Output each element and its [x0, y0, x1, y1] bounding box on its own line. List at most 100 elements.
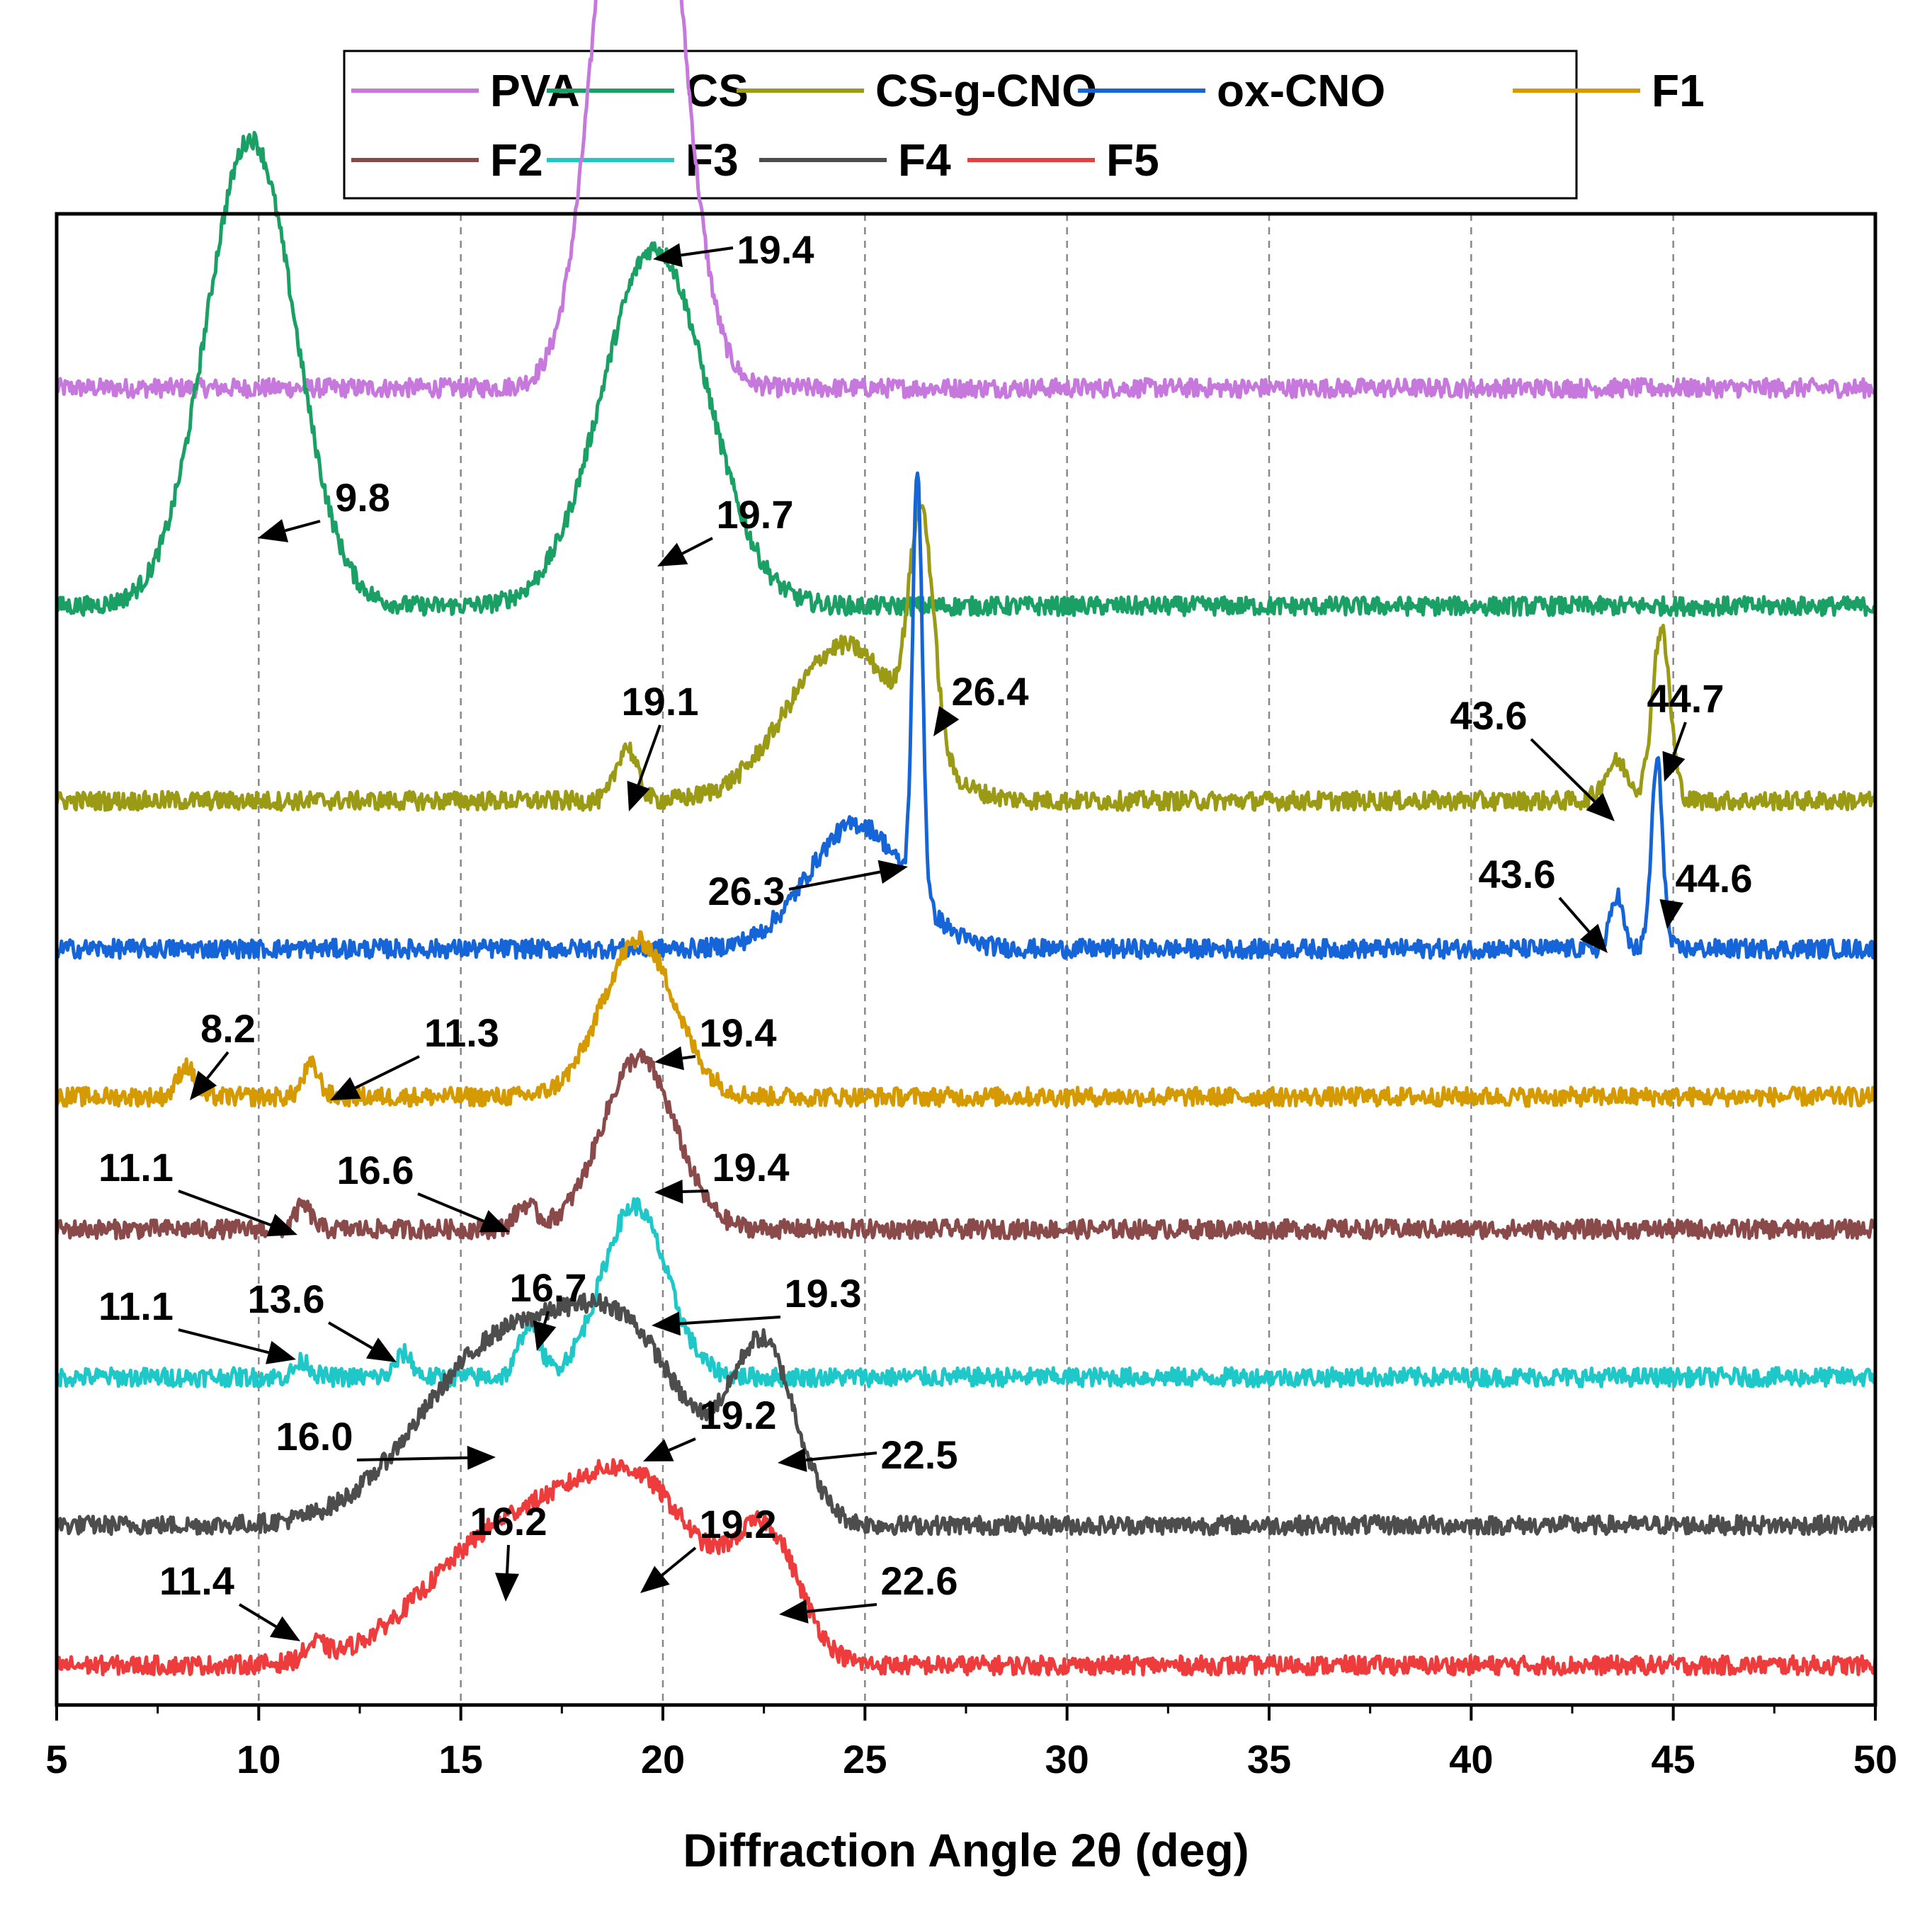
annotation-arrow-head: [877, 860, 908, 884]
annotation-arrow-line: [285, 520, 321, 532]
legend-label-f4: F4: [898, 135, 951, 186]
annotation-arrow-head: [258, 519, 289, 542]
annotation-arrow-line: [238, 1603, 277, 1629]
annotation-arrow-line: [805, 1452, 877, 1462]
trace-f2: [55, 1048, 1877, 1241]
x-tick-label: 30: [1045, 1737, 1089, 1781]
annotation-label: 19.4: [700, 1010, 777, 1055]
annotation-arrow-head: [1579, 923, 1608, 953]
annotation-label: 44.7: [1647, 676, 1724, 721]
annotation-label: 16.6: [337, 1148, 414, 1192]
x-axis-label: Diffraction Angle 2θ (deg): [683, 1824, 1249, 1876]
annotation-label: 19.2: [700, 1502, 777, 1546]
annotation-arrow-line: [417, 1192, 484, 1223]
annotation-arrow-head: [495, 1573, 519, 1602]
peak-annotations: 19.4 9.8 19.7 19.1 26.4 43.6 44.7 26.3 43.6 44.6 8…: [98, 227, 1753, 1641]
annotation-label: 19.7: [717, 492, 794, 537]
annotation-arrow-head: [640, 1566, 670, 1593]
annotation-arrow-line: [543, 1311, 550, 1325]
annotation-label: 16.7: [510, 1265, 587, 1310]
annotation-arrow-head: [1659, 899, 1684, 929]
trace-cs-g-cno: [55, 496, 1877, 812]
x-axis: 5 10 15 20 25 30 35 40 45 50: [45, 1705, 1897, 1781]
annotation-arrow-line: [1530, 738, 1596, 803]
trace-cs: [55, 130, 1877, 617]
annotation-arrow-head: [479, 1209, 510, 1233]
x-tick-label: 35: [1247, 1737, 1291, 1781]
legend-label-f2: F2: [490, 135, 543, 186]
x-tick-label: 45: [1652, 1737, 1695, 1781]
annotation-arrow-head: [190, 1071, 217, 1100]
legend-label-ox-cno: ox-CNO: [1217, 65, 1385, 116]
annotation-arrow-line: [679, 1316, 781, 1325]
series-traces: [55, 0, 1877, 1677]
annotation-arrow-head: [1586, 792, 1615, 821]
annotation-arrow-head: [654, 1046, 684, 1071]
annotation-label: 8.2: [200, 1006, 256, 1051]
legend-box: [343, 50, 1578, 200]
annotation-arrow-line: [681, 246, 734, 257]
annotation-arrow-head: [266, 1340, 296, 1364]
annotation-arrow-head: [365, 1338, 397, 1362]
annotation-label: 26.4: [952, 669, 1029, 714]
legend-label-f5: F5: [1106, 135, 1159, 186]
x-tick-label: 5: [45, 1737, 67, 1781]
annotation-arrow-line: [668, 1437, 696, 1452]
annotation-arrow-head: [1662, 751, 1686, 782]
annotation-arrow-head: [657, 542, 688, 566]
annotation-arrow-head: [654, 1179, 683, 1204]
x-tick-label: 20: [641, 1737, 685, 1781]
annotation-arrow-head: [652, 1311, 681, 1336]
trace-pva: [55, 0, 1877, 399]
legend-label-f1: F1: [1652, 65, 1705, 116]
annotation-label: 13.6: [248, 1277, 325, 1321]
annotation-label: 19.4: [712, 1145, 790, 1190]
annotation-label: 26.3: [708, 869, 785, 913]
annotation-label: 16.0: [276, 1414, 353, 1459]
x-tick-label: 40: [1449, 1737, 1493, 1781]
annotation-label: 11.1: [98, 1145, 174, 1190]
grid-lines: [258, 214, 1674, 1705]
annotation-arrow-line: [807, 1603, 877, 1613]
x-tick-label: 25: [843, 1737, 887, 1781]
annotation-label: 44.6: [1676, 856, 1753, 901]
annotation-label: 11.3: [424, 1010, 499, 1055]
annotation-arrow-head: [627, 780, 650, 811]
annotation-arrow-head: [779, 1599, 809, 1624]
x-tick-label: 15: [439, 1737, 483, 1781]
annotation-arrow-line: [682, 1190, 709, 1193]
annotation-arrow-head: [643, 1439, 674, 1461]
annotation-arrow-line: [788, 870, 881, 891]
annotation-arrow-line: [1672, 722, 1687, 756]
annotation-label: 19.3: [785, 1271, 862, 1316]
annotation-label: 11.1: [98, 1284, 174, 1328]
annotation-arrow-line: [682, 1055, 696, 1060]
annotation-arrow-head: [330, 1077, 361, 1100]
annotation-arrow-line: [206, 1051, 229, 1079]
annotation-arrow-head: [269, 1616, 300, 1641]
annotation-arrow-line: [681, 537, 713, 555]
trace-f4: [55, 1292, 1877, 1536]
trace-f1: [55, 930, 1877, 1108]
annotation-arrow-head: [533, 1320, 557, 1351]
annotation-arrow-line: [505, 1544, 510, 1574]
x-tick-label: 50: [1853, 1737, 1897, 1781]
legend-label-cs-g-cno: CS-g-CNO: [875, 65, 1097, 116]
annotation-label: 9.8: [335, 475, 390, 520]
annotation-arrow-head: [266, 1214, 297, 1237]
annotation-label: 11.4: [159, 1558, 234, 1603]
annotation-arrow-head: [778, 1448, 807, 1472]
trace-f5: [55, 1458, 1877, 1677]
annotation-arrow-line: [178, 1328, 269, 1355]
annotation-arrow-head: [653, 243, 683, 268]
annotation-arrow-line: [661, 1546, 697, 1577]
plot-frame: [55, 212, 1877, 1707]
annotation-arrow-line: [327, 1321, 373, 1350]
annotation-arrow-line: [355, 1055, 420, 1090]
annotation-arrow-line: [637, 724, 661, 786]
annotation-arrow-line: [356, 1456, 468, 1461]
trace-f3: [55, 1197, 1877, 1388]
annotation-label: 22.5: [881, 1432, 958, 1477]
